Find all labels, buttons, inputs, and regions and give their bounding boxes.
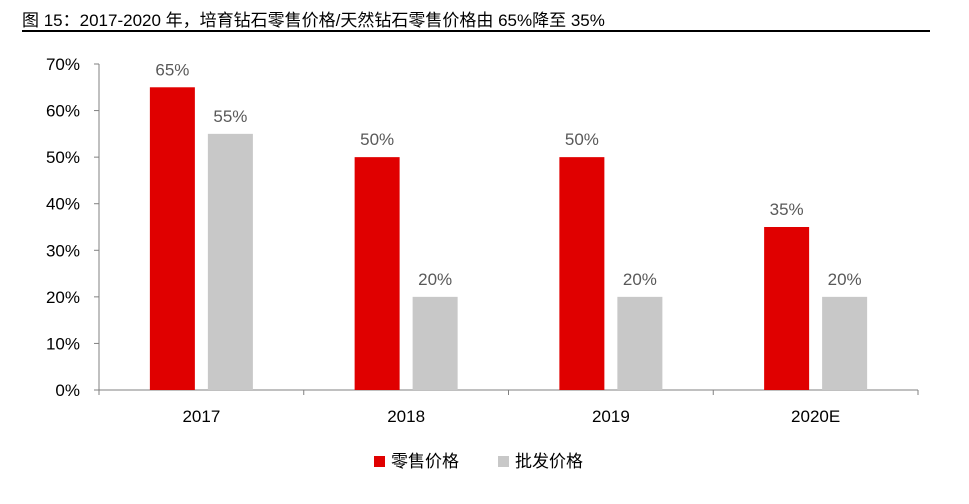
y-tick-label: 0% bbox=[55, 381, 80, 400]
y-tick-label: 10% bbox=[46, 334, 80, 353]
legend-swatch bbox=[374, 456, 385, 467]
bar-wholesale-2019 bbox=[617, 296, 663, 390]
y-tick-label: 50% bbox=[46, 148, 80, 167]
bar-retail-2017 bbox=[149, 87, 195, 391]
data-label: 50% bbox=[565, 130, 599, 149]
figure-title: 图 15：2017-2020 年，培育钻石零售价格/天然钻石零售价格由 65%降… bbox=[22, 11, 605, 30]
legend-swatch bbox=[498, 456, 509, 467]
bar-wholesale-2018 bbox=[412, 296, 458, 390]
data-label: 55% bbox=[213, 107, 247, 126]
data-label: 50% bbox=[360, 130, 394, 149]
chart-bars bbox=[149, 87, 868, 391]
legend-label: 批发价格 bbox=[515, 452, 583, 471]
y-tick-label: 70% bbox=[46, 55, 80, 74]
legend-label: 零售价格 bbox=[391, 452, 459, 471]
bar-wholesale-2017 bbox=[207, 133, 253, 390]
data-label: 20% bbox=[623, 270, 657, 289]
x-tick-label: 2019 bbox=[592, 407, 630, 426]
chart-data-labels: 65% 55% 50% 20% 50% 20% 35% 20% bbox=[155, 60, 861, 289]
y-tick-label: 20% bbox=[46, 288, 80, 307]
chart-axes: 0% 10% 20% 30% 40% 50% 60% 70% 2017 2018 2019 2020E bbox=[46, 55, 919, 426]
x-tick-label: 2017 bbox=[182, 407, 220, 426]
bar-retail-2020E bbox=[764, 227, 810, 390]
x-tick-label: 2018 bbox=[387, 407, 425, 426]
bar-wholesale-2020E bbox=[822, 296, 868, 390]
y-tick-label: 30% bbox=[46, 241, 80, 260]
data-label: 20% bbox=[418, 270, 452, 289]
data-label: 20% bbox=[828, 270, 862, 289]
x-tick-label: 2020E bbox=[791, 407, 840, 426]
chart-legend: 零售价格 批发价格 bbox=[374, 452, 583, 471]
y-tick-label: 40% bbox=[46, 195, 80, 214]
title-rule bbox=[22, 30, 930, 32]
data-label: 65% bbox=[155, 60, 189, 79]
bar-retail-2018 bbox=[354, 157, 400, 390]
bar-retail-2019 bbox=[559, 157, 605, 390]
y-tick-label: 60% bbox=[46, 102, 80, 121]
data-label: 35% bbox=[770, 200, 804, 219]
